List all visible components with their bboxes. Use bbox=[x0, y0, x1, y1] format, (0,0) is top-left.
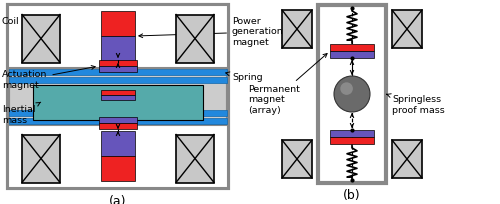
Bar bbox=[8, 5, 228, 68]
Text: Spring: Spring bbox=[226, 72, 262, 82]
Bar bbox=[282, 140, 312, 178]
Bar bbox=[8, 5, 228, 188]
Ellipse shape bbox=[334, 76, 370, 112]
Bar bbox=[330, 51, 374, 58]
Bar bbox=[99, 66, 137, 72]
Bar bbox=[101, 90, 135, 95]
Bar bbox=[8, 125, 228, 188]
Bar bbox=[22, 134, 60, 183]
Bar bbox=[101, 11, 135, 36]
Text: Inertial
mass: Inertial mass bbox=[2, 102, 40, 125]
Bar bbox=[392, 10, 422, 48]
Bar bbox=[101, 36, 135, 61]
Bar bbox=[9, 69, 227, 75]
Text: Springless
proof mass: Springless proof mass bbox=[386, 94, 445, 115]
Bar bbox=[330, 130, 374, 137]
Bar bbox=[392, 140, 422, 178]
Bar bbox=[22, 14, 60, 62]
Bar bbox=[330, 137, 374, 144]
Ellipse shape bbox=[340, 82, 353, 95]
Text: Permanent
magnet
(array): Permanent magnet (array) bbox=[248, 53, 327, 115]
Bar bbox=[33, 85, 203, 120]
Bar bbox=[99, 123, 137, 129]
Text: (b): (b) bbox=[343, 190, 361, 203]
Bar bbox=[9, 118, 227, 124]
Bar bbox=[101, 131, 135, 156]
Bar bbox=[99, 60, 137, 66]
Text: (a): (a) bbox=[109, 194, 127, 204]
Bar bbox=[101, 95, 135, 100]
Bar bbox=[330, 44, 374, 51]
Bar bbox=[9, 77, 227, 83]
Bar bbox=[99, 117, 137, 123]
Bar bbox=[101, 156, 135, 181]
Text: Power
generation
magnet: Power generation magnet bbox=[139, 17, 284, 47]
Bar bbox=[318, 5, 386, 183]
Bar bbox=[176, 134, 214, 183]
Bar bbox=[176, 14, 214, 62]
Text: Coil: Coil bbox=[2, 18, 38, 37]
Bar bbox=[9, 110, 227, 116]
Text: Actuation
magnet: Actuation magnet bbox=[2, 65, 95, 90]
Bar bbox=[282, 10, 312, 48]
